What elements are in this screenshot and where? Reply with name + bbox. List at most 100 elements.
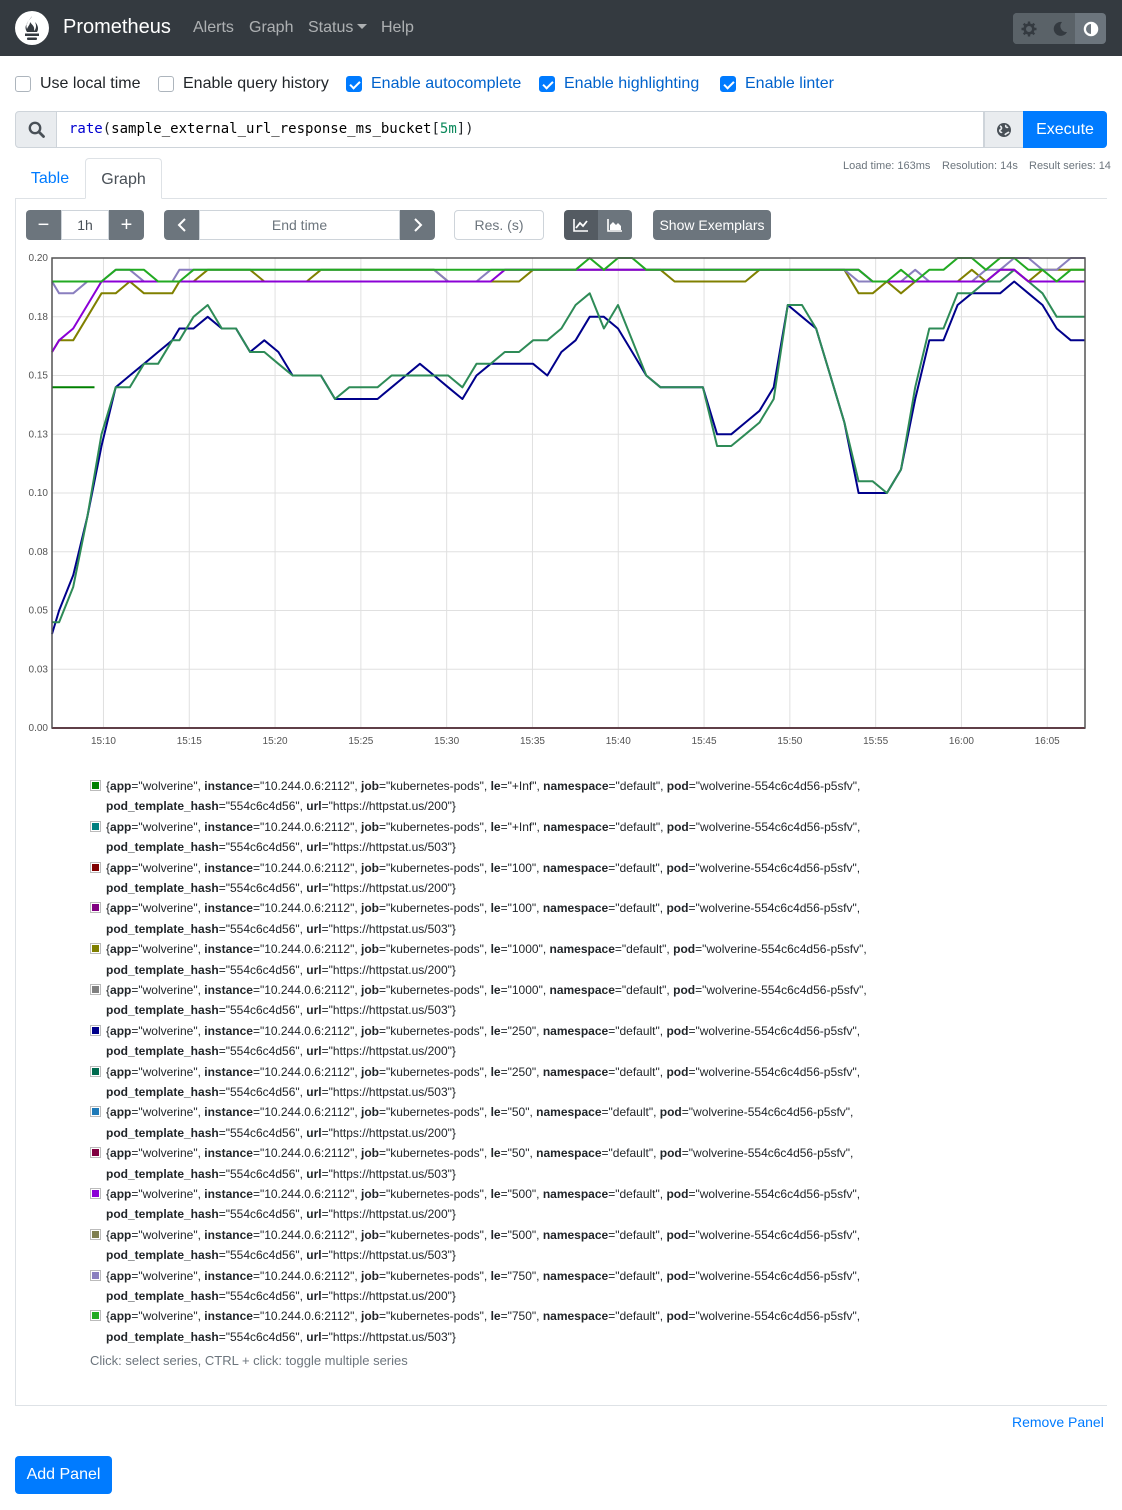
legend-label: {app="wolverine", instance="10.244.0.6:2… bbox=[106, 1227, 861, 1263]
query-history-checkbox[interactable] bbox=[158, 76, 174, 92]
resolution-input[interactable]: Res. (s) bbox=[454, 210, 544, 240]
x-tick-label: 15:15 bbox=[177, 736, 202, 747]
legend-label: {app="wolverine", instance="10.244.0.6:2… bbox=[106, 1023, 861, 1059]
legend-item[interactable]: {app="wolverine", instance="10.244.0.6:2… bbox=[90, 1062, 890, 1103]
series-line-1[interactable] bbox=[51, 280, 1085, 635]
tab-graph[interactable]: Graph bbox=[85, 158, 162, 199]
nav-alerts[interactable]: Alerts bbox=[193, 19, 234, 36]
y-tick-label: 0.20 bbox=[29, 253, 49, 264]
legend-label: {app="wolverine", instance="10.244.0.6:2… bbox=[106, 1105, 854, 1140]
series-line-4[interactable] bbox=[51, 257, 1085, 295]
x-tick-label: 15:55 bbox=[863, 736, 888, 747]
linter-label: Enable linter bbox=[745, 75, 834, 92]
moon-icon bbox=[1053, 21, 1067, 36]
end-time-prev-button[interactable] bbox=[164, 210, 199, 240]
y-axis-ticks: 0.20 0.18 0.15 0.13 0.10 0.08 0.05 0.03 0.00 bbox=[29, 253, 49, 734]
unstacked-chart-button[interactable] bbox=[564, 210, 598, 240]
nav-help[interactable]: Help bbox=[381, 19, 414, 36]
legend-label: {app="wolverine", instance="10.244.0.6:2… bbox=[106, 901, 861, 936]
option-highlighting[interactable]: Enable highlighting bbox=[539, 74, 699, 94]
nav-status[interactable]: Status bbox=[308, 19, 368, 37]
range-increase-button[interactable]: + bbox=[109, 210, 144, 240]
use-local-time-checkbox[interactable] bbox=[15, 76, 31, 92]
legend-label: {app="wolverine", instance="10.244.0.6:2… bbox=[106, 1186, 861, 1222]
legend-label: {app="wolverine", instance="10.244.0.6:2… bbox=[106, 1268, 861, 1303]
legend-item[interactable]: {app="wolverine", instance="10.244.0.6:2… bbox=[90, 1266, 890, 1307]
legend-hint: Click: select series, CTRL + click: togg… bbox=[90, 1353, 408, 1368]
highlighting-checkbox[interactable] bbox=[539, 76, 555, 92]
series-line-2[interactable] bbox=[52, 268, 1085, 624]
y-tick-label: 0.05 bbox=[29, 606, 49, 617]
nav-status-label: Status bbox=[308, 19, 354, 36]
end-time-next-button[interactable] bbox=[400, 210, 435, 240]
legend-item[interactable]: {app="wolverine", instance="10.244.0.6:2… bbox=[90, 776, 890, 817]
legend-swatch bbox=[90, 1228, 101, 1240]
y-tick-label: 0.08 bbox=[29, 547, 49, 558]
legend-item[interactable]: {app="wolverine", instance="10.244.0.6:2… bbox=[90, 817, 890, 858]
y-tick-label: 0.15 bbox=[29, 371, 49, 382]
expression-input[interactable]: rate(sample_external_url_response_ms_buc… bbox=[57, 111, 984, 148]
x-tick-label: 15:10 bbox=[91, 736, 116, 747]
range-input[interactable]: 1h bbox=[61, 210, 109, 240]
brand-title[interactable]: Prometheus bbox=[63, 16, 171, 38]
chevron-right-icon bbox=[413, 218, 422, 232]
theme-switcher bbox=[1013, 13, 1106, 44]
autocomplete-checkbox[interactable] bbox=[346, 76, 362, 92]
graph-chart[interactable]: 0.20 0.18 0.15 0.13 0.10 0.08 0.05 0.03 0.00 15:… bbox=[20, 248, 1090, 753]
expr-bracket-open: [ bbox=[431, 121, 440, 137]
x-tick-label: 15:25 bbox=[348, 736, 373, 747]
option-linter[interactable]: Enable linter bbox=[720, 74, 834, 94]
legend-item[interactable]: {app="wolverine", instance="10.244.0.6:2… bbox=[90, 1021, 890, 1062]
stacked-chart-button[interactable] bbox=[598, 210, 632, 240]
half-circle-icon bbox=[1083, 21, 1098, 36]
legend-item[interactable]: {app="wolverine", instance="10.244.0.6:2… bbox=[90, 1143, 890, 1184]
legend-item[interactable]: {app="wolverine", instance="10.244.0.6:2… bbox=[90, 939, 890, 980]
legend-swatch bbox=[90, 1187, 101, 1199]
option-use-local-time[interactable]: Use local time bbox=[15, 74, 140, 94]
series-line-6[interactable] bbox=[52, 257, 1085, 283]
linter-checkbox[interactable] bbox=[720, 76, 736, 92]
y-tick-label: 0.10 bbox=[29, 488, 49, 499]
metrics-explorer-button[interactable] bbox=[984, 111, 1024, 148]
legend-item[interactable]: {app="wolverine", instance="10.244.0.6:2… bbox=[90, 1102, 890, 1143]
y-tick-label: 0.13 bbox=[29, 429, 49, 440]
legend-item[interactable]: {app="wolverine", instance="10.244.0.6:2… bbox=[90, 858, 890, 899]
legend-item[interactable]: {app="wolverine", instance="10.244.0.6:2… bbox=[90, 980, 890, 1021]
panel-body bbox=[15, 198, 1107, 1406]
add-panel-button[interactable]: Add Panel bbox=[15, 1456, 112, 1494]
show-exemplars-button[interactable]: Show Exemplars bbox=[653, 210, 771, 240]
prometheus-logo-icon[interactable] bbox=[15, 11, 49, 45]
theme-dark-button[interactable] bbox=[1044, 13, 1075, 44]
gear-icon bbox=[1021, 21, 1036, 36]
tab-table[interactable]: Table bbox=[30, 170, 70, 187]
legend-label: {app="wolverine", instance="10.244.0.6:2… bbox=[106, 1309, 861, 1344]
range-decrease-button[interactable]: − bbox=[26, 210, 61, 240]
option-query-history[interactable]: Enable query history bbox=[158, 74, 329, 94]
legend-item[interactable]: {app="wolverine", instance="10.244.0.6:2… bbox=[90, 1306, 890, 1347]
theme-light-button[interactable] bbox=[1013, 13, 1044, 44]
expr-paren-open: ( bbox=[102, 121, 112, 137]
load-time: Load time: 163ms bbox=[843, 160, 931, 172]
tabs-divider bbox=[15, 198, 1107, 199]
legend-swatch bbox=[90, 943, 101, 955]
chevron-down-icon bbox=[357, 24, 368, 29]
execute-button[interactable]: Execute bbox=[1023, 111, 1107, 148]
legend-item[interactable]: {app="wolverine", instance="10.244.0.6:2… bbox=[90, 1184, 890, 1225]
end-time-input[interactable]: End time bbox=[199, 210, 400, 240]
line-chart-icon bbox=[573, 219, 588, 232]
nav-graph[interactable]: Graph bbox=[249, 19, 294, 36]
highlighting-label: Enable highlighting bbox=[564, 75, 700, 92]
x-tick-label: 15:20 bbox=[263, 736, 288, 747]
legend-label: {app="wolverine", instance="10.244.0.6:2… bbox=[106, 982, 867, 1018]
theme-auto-button[interactable] bbox=[1075, 13, 1106, 44]
navbar: Prometheus Alerts Graph Status Help bbox=[0, 0, 1122, 56]
legend-swatch bbox=[90, 902, 101, 914]
expr-close: ]) bbox=[456, 121, 474, 137]
option-autocomplete[interactable]: Enable autocomplete bbox=[346, 74, 521, 94]
legend-item[interactable]: {app="wolverine", instance="10.244.0.6:2… bbox=[90, 898, 890, 939]
legend-item[interactable]: {app="wolverine", instance="10.244.0.6:2… bbox=[90, 1225, 890, 1266]
legend-label: {app="wolverine", instance="10.244.0.6:2… bbox=[106, 860, 861, 895]
expr-duration: 5m bbox=[439, 121, 457, 137]
remove-panel-link[interactable]: Remove Panel bbox=[1012, 1414, 1104, 1430]
y-tick-label: 0.00 bbox=[29, 723, 49, 734]
